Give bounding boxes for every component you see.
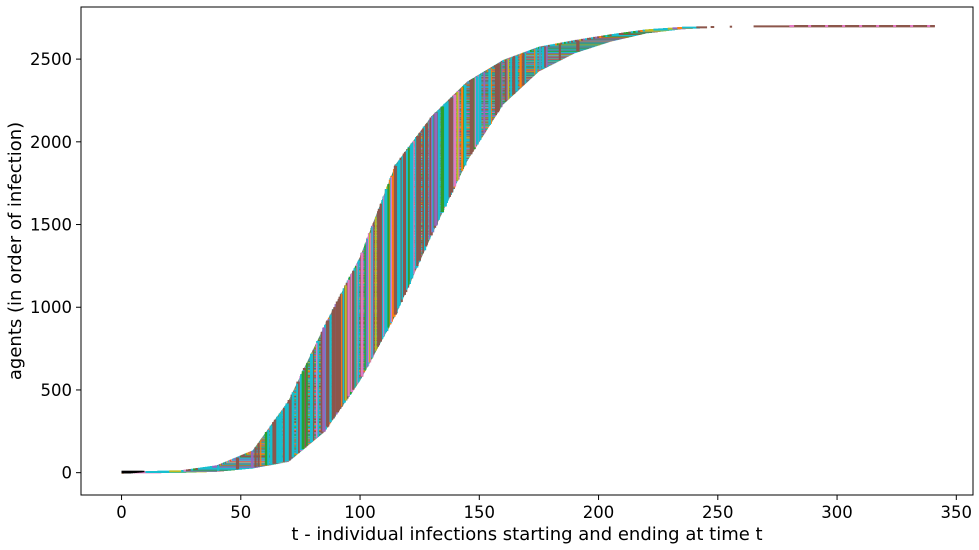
y-axis: 0 500 1000 1500 2000 2500 [30, 50, 81, 483]
plot-area [121, 25, 935, 474]
x-tick-label: 350 [941, 503, 973, 522]
y-axis-label: agents (in order of infection) [5, 122, 26, 380]
y-tick-label: 2500 [30, 50, 72, 69]
x-tick-label: 100 [344, 503, 376, 522]
x-axis: 0 50 100 150 200 250 300 350 [116, 495, 972, 522]
x-tick-label: 250 [702, 503, 734, 522]
plot-frame [80, 6, 974, 496]
y-tick-label: 0 [62, 464, 73, 483]
y-tick-label: 2000 [30, 133, 72, 152]
y-tick-label: 1000 [30, 298, 72, 317]
y-tick-label: 500 [41, 381, 73, 400]
x-axis-label: t - individual infections starting and e… [291, 524, 762, 545]
y-tick-label: 1500 [30, 216, 72, 235]
x-tick-label: 0 [116, 503, 127, 522]
x-tick-label: 50 [230, 503, 251, 522]
x-tick-label: 300 [821, 503, 853, 522]
x-tick-label: 200 [583, 503, 615, 522]
x-tick-label: 150 [464, 503, 496, 522]
